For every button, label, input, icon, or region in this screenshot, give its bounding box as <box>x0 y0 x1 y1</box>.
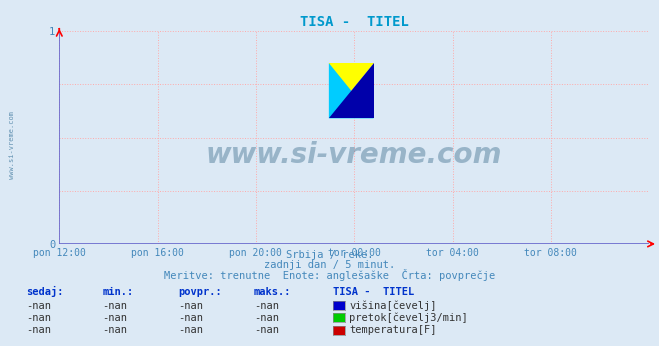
Text: -nan: -nan <box>178 313 203 323</box>
Text: -nan: -nan <box>26 301 51 311</box>
Text: povpr.:: povpr.: <box>178 287 221 297</box>
Text: -nan: -nan <box>26 313 51 323</box>
Text: min.:: min.: <box>102 287 133 297</box>
Text: Meritve: trenutne  Enote: anglešaške  Črta: povprečje: Meritve: trenutne Enote: anglešaške Črta… <box>164 268 495 281</box>
Text: TISA -  TITEL: TISA - TITEL <box>333 287 414 297</box>
Text: Srbija / reke.: Srbija / reke. <box>286 250 373 260</box>
Polygon shape <box>329 63 374 118</box>
Text: maks.:: maks.: <box>254 287 291 297</box>
Polygon shape <box>329 63 374 118</box>
Text: višina[čevelj]: višina[čevelj] <box>349 300 437 311</box>
Text: pretok[čevelj3/min]: pretok[čevelj3/min] <box>349 312 468 323</box>
Text: -nan: -nan <box>26 325 51 335</box>
Text: -nan: -nan <box>102 301 127 311</box>
Text: -nan: -nan <box>254 301 279 311</box>
Text: -nan: -nan <box>102 325 127 335</box>
Text: zadnji dan / 5 minut.: zadnji dan / 5 minut. <box>264 260 395 270</box>
Text: -nan: -nan <box>102 313 127 323</box>
Title: TISA -  TITEL: TISA - TITEL <box>300 15 409 29</box>
Polygon shape <box>329 63 374 118</box>
Text: -nan: -nan <box>254 313 279 323</box>
Text: sedaj:: sedaj: <box>26 286 64 297</box>
Text: www.si-vreme.com: www.si-vreme.com <box>9 111 14 179</box>
Text: -nan: -nan <box>254 325 279 335</box>
Text: www.si-vreme.com: www.si-vreme.com <box>206 140 502 169</box>
Text: -nan: -nan <box>178 325 203 335</box>
Text: -nan: -nan <box>178 301 203 311</box>
Text: temperatura[F]: temperatura[F] <box>349 325 437 335</box>
